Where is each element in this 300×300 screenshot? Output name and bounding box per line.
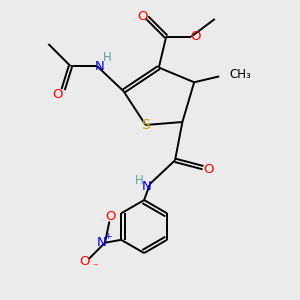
Text: O: O (190, 30, 201, 43)
Text: N: N (97, 236, 106, 249)
Text: +: + (104, 232, 112, 241)
Text: N: N (142, 180, 151, 193)
Text: O: O (52, 88, 63, 100)
Text: O: O (137, 10, 148, 22)
Text: H: H (134, 174, 143, 187)
Text: H: H (103, 51, 112, 64)
Text: O: O (203, 163, 214, 176)
Text: O: O (105, 210, 116, 223)
Text: CH₃: CH₃ (230, 68, 251, 81)
Text: N: N (95, 60, 105, 73)
Text: S: S (141, 118, 150, 132)
Text: O: O (79, 255, 90, 268)
Text: ⁻: ⁻ (92, 262, 98, 272)
